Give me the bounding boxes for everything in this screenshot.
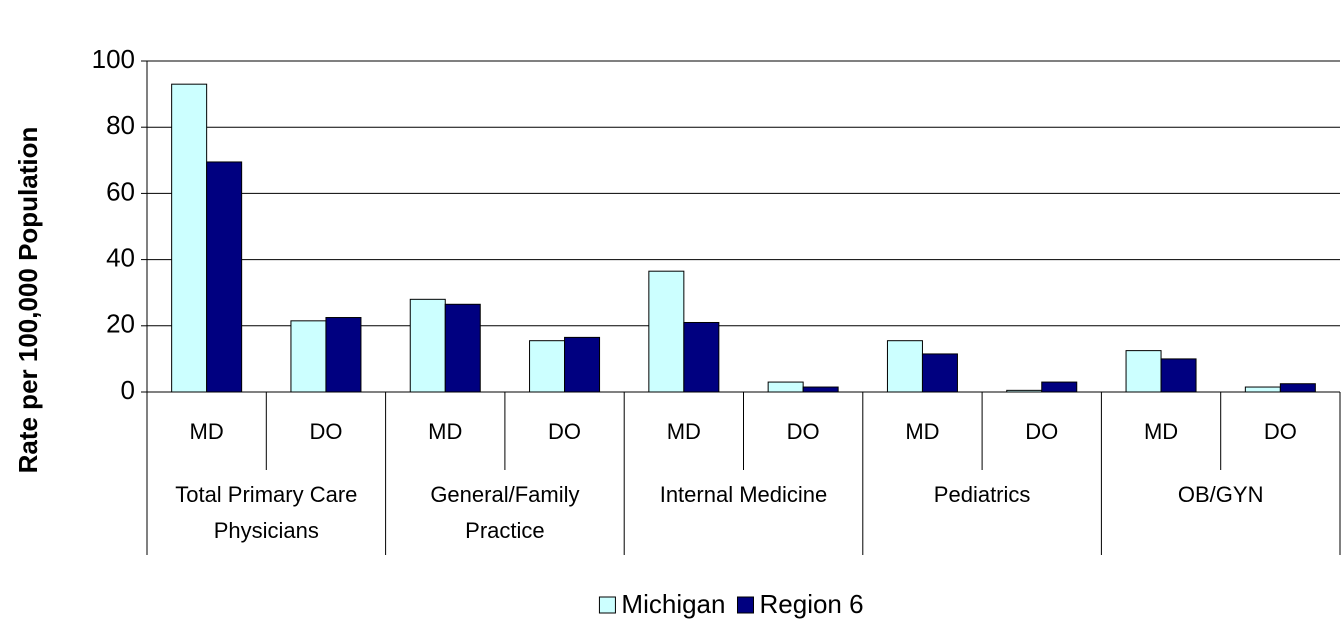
legend-swatch <box>598 596 616 614</box>
bar <box>648 270 685 393</box>
bar <box>1244 386 1281 393</box>
y-tick-label: 100 <box>92 44 135 74</box>
bar <box>886 340 923 393</box>
group-label: Total Primary Care Physicians <box>175 482 358 543</box>
legend-swatch <box>736 596 754 614</box>
group-label: OB/GYN <box>1177 482 1264 507</box>
bar <box>921 353 958 393</box>
legend-label: Region 6 <box>759 589 863 619</box>
x-tick-label: DO <box>309 419 342 444</box>
bar <box>683 321 720 393</box>
group-label: General/Family Practice <box>430 482 580 543</box>
bar <box>767 381 804 393</box>
y-tick-label: 0 <box>121 375 135 405</box>
legend-label: Michigan <box>621 589 725 619</box>
x-tick-label: DO <box>1025 419 1058 444</box>
bar <box>206 161 243 393</box>
x-tick-label: MD <box>428 419 462 444</box>
x-tick-label: MD <box>905 419 939 444</box>
x-tick-label: DO <box>1264 419 1297 444</box>
bar <box>802 386 839 393</box>
x-tick-label: MD <box>667 419 701 444</box>
bar <box>325 317 362 393</box>
bar <box>1125 350 1162 393</box>
bar <box>1279 383 1316 393</box>
x-tick-label: DO <box>787 419 820 444</box>
bar <box>1160 358 1197 393</box>
x-tick-label: MD <box>1144 419 1178 444</box>
bar <box>409 298 446 393</box>
x-tick-label: DO <box>548 419 581 444</box>
group-label: Internal Medicine <box>659 482 828 507</box>
bar <box>290 320 327 393</box>
y-tick-label: 40 <box>106 242 135 272</box>
bar <box>529 340 566 393</box>
bar <box>444 303 481 393</box>
bar <box>564 336 601 393</box>
x-tick-label: MD <box>190 419 224 444</box>
legend: Michigan Region 6 <box>598 589 864 619</box>
y-axis-label: Rate per 100,000 Population <box>13 127 43 474</box>
group-label: Pediatrics <box>933 482 1031 507</box>
bar <box>1041 381 1078 393</box>
y-tick-label: 20 <box>106 309 135 339</box>
bar <box>171 83 208 393</box>
y-tick-label: 60 <box>106 176 135 206</box>
y-tick-label: 80 <box>106 110 135 140</box>
